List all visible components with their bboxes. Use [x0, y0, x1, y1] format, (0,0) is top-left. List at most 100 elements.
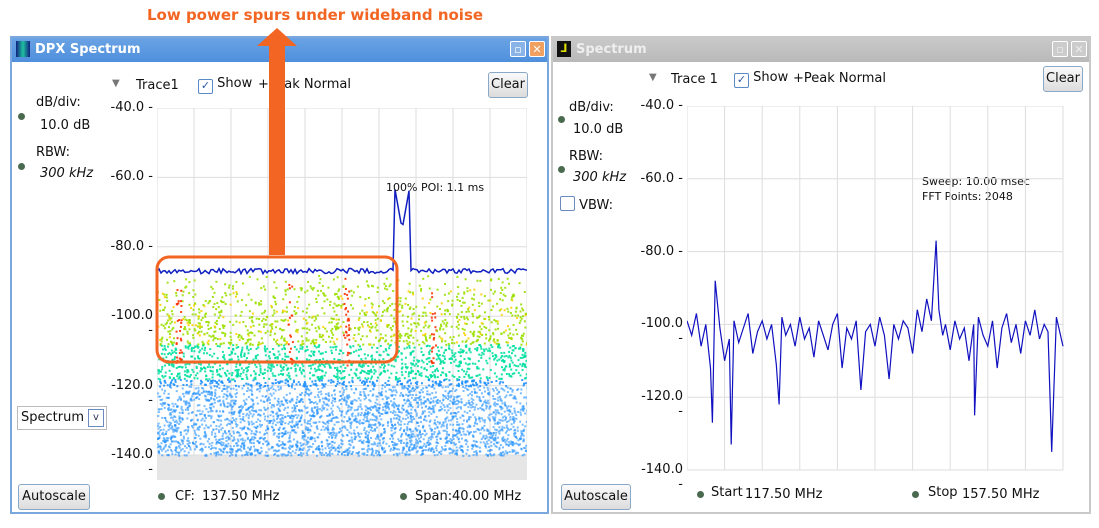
dpx-density-point — [324, 371, 327, 374]
dpx-density-point — [215, 442, 218, 445]
dpx-density-point — [488, 407, 491, 410]
close-button[interactable]: ✕ — [529, 41, 545, 57]
dpx-density-point — [291, 426, 294, 429]
dpx-density-point — [328, 432, 331, 435]
dpx-density-point — [488, 393, 491, 396]
dpx-density-point — [365, 430, 368, 433]
dpx-density-point — [328, 447, 331, 450]
dpx-density-point — [498, 453, 501, 456]
rbw-label: RBW: — [569, 149, 603, 164]
rbw-knob-icon[interactable] — [18, 163, 25, 170]
dpx-density-point — [281, 348, 284, 351]
dpx-density-point — [170, 320, 173, 323]
dpx-density-point — [412, 386, 415, 389]
dpx-density-point — [483, 421, 486, 424]
dpx-density-point — [218, 438, 221, 441]
dpx-density-point — [505, 365, 508, 368]
dpx-density-point — [210, 285, 213, 288]
close-button[interactable]: ✕ — [1071, 41, 1087, 57]
rbw-knob-icon[interactable] — [558, 166, 565, 173]
dpx-density-point — [246, 452, 249, 455]
dpx-density-point — [212, 379, 215, 382]
mode-select[interactable]: Spectrum v — [17, 406, 107, 430]
autoscale-button[interactable]: Autoscale — [561, 484, 631, 510]
dpx-density-point — [429, 349, 432, 352]
dpx-density-point — [350, 402, 353, 405]
dpx-density-point — [245, 398, 248, 401]
dpx-density-point — [305, 360, 308, 363]
dpx-density-point — [434, 376, 437, 379]
cf-knob-icon[interactable] — [158, 493, 165, 500]
dpx-density-point — [485, 453, 488, 456]
dpx-density-point — [244, 432, 247, 435]
start-knob-icon[interactable] — [697, 491, 704, 498]
stop-knob-icon[interactable] — [912, 491, 919, 498]
dpx-density-point — [224, 447, 227, 450]
dpx-density-point — [407, 303, 410, 306]
dpx-density-point — [234, 399, 237, 402]
dpx-density-point — [444, 395, 447, 398]
dpx-density-point — [327, 404, 330, 407]
dpx-density-point — [221, 410, 224, 413]
trace-dropdown-icon[interactable]: ▼ — [112, 78, 120, 89]
dpx-density-point — [518, 321, 521, 324]
dpx-density-point — [257, 343, 260, 346]
rbw-value[interactable]: 300 kHz — [573, 170, 627, 185]
rbw-value[interactable]: 300 kHz — [40, 166, 94, 181]
dpx-density-point — [241, 387, 244, 390]
dpx-density-point — [276, 400, 279, 403]
dpx-density-point — [370, 443, 373, 446]
dpx-density-point — [235, 423, 238, 426]
maximize-button[interactable]: ▫ — [510, 41, 526, 57]
dpx-density-point — [520, 448, 523, 451]
maximize-button[interactable]: ▫ — [1052, 41, 1068, 57]
dpx-density-point — [467, 337, 470, 340]
dpx-density-point — [384, 385, 387, 388]
trace-dropdown-icon[interactable]: ▼ — [649, 72, 657, 83]
span-knob-icon[interactable] — [400, 493, 407, 500]
dpx-density-point — [242, 412, 245, 415]
dbdiv-value[interactable]: 10.0 dB — [573, 122, 624, 137]
dpx-density-point — [219, 423, 222, 426]
dpx-density-point — [346, 448, 349, 451]
dpx-density-point — [224, 283, 227, 286]
dpx-density-point — [391, 393, 394, 396]
dpx-density-point — [346, 395, 349, 398]
dpx-density-point — [522, 438, 525, 441]
dbdiv-knob-icon[interactable] — [18, 113, 25, 120]
dpx-density-point — [181, 442, 184, 445]
dpx-density-point — [412, 308, 415, 311]
dpx-density-point — [464, 381, 467, 384]
span-value[interactable]: 40.00 MHz — [452, 489, 522, 504]
dpx-density-point — [453, 375, 456, 378]
dpx-density-point — [206, 426, 209, 429]
dpx-density-point — [505, 405, 508, 408]
dpx-density-point — [477, 386, 480, 389]
dpx-density-point — [257, 359, 260, 362]
dpx-density-point — [445, 430, 448, 433]
dpx-density-point — [169, 322, 172, 325]
dpx-density-point — [316, 314, 319, 317]
stop-value[interactable]: 157.50 MHz — [962, 487, 1040, 502]
vbw-checkbox[interactable]: VBW: — [560, 196, 613, 213]
dpx-density-point — [403, 423, 406, 426]
clear-button[interactable]: Clear — [488, 72, 528, 98]
dbdiv-knob-icon[interactable] — [558, 116, 565, 123]
show-checkbox[interactable]: ✓ Show — [734, 70, 788, 88]
clear-button[interactable]: Clear — [1043, 66, 1083, 92]
show-checkbox[interactable]: ✓ Show — [198, 76, 252, 94]
dpx-density-point — [209, 299, 212, 302]
dpx-density-point — [216, 385, 219, 388]
dpx-density-point — [207, 414, 210, 417]
cf-value[interactable]: 137.50 MHz — [202, 489, 280, 504]
dpx-density-point — [251, 436, 254, 439]
dpx-density-point — [157, 446, 160, 449]
dpx-density-point — [355, 374, 358, 377]
dpx-density-point — [406, 398, 409, 401]
dpx-density-point — [446, 423, 449, 426]
start-value[interactable]: 117.50 MHz — [745, 487, 823, 502]
dbdiv-value[interactable]: 10.0 dB — [40, 118, 91, 133]
dpx-density-point — [367, 324, 370, 327]
dpx-density-point — [476, 422, 479, 425]
autoscale-button[interactable]: Autoscale — [18, 484, 90, 510]
